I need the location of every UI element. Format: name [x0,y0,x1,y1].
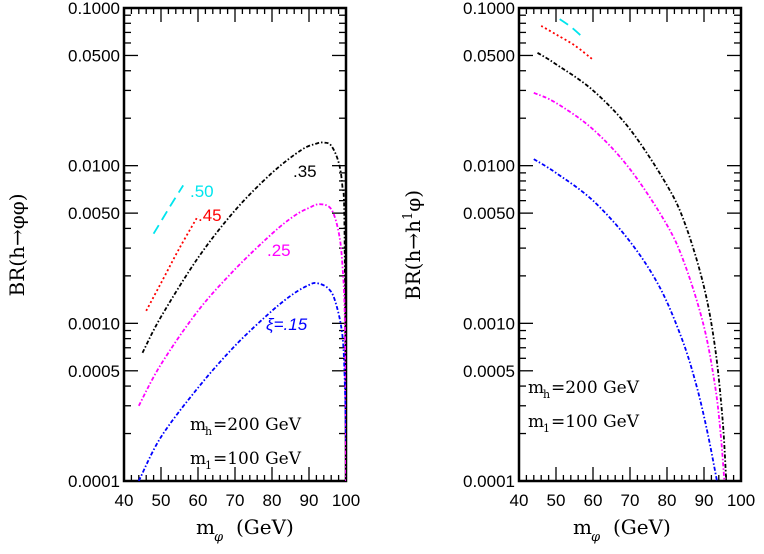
curve-xi-50 [559,18,583,38]
annot-rest: =200 GeV [551,378,640,398]
x-tick-label: 80 [263,491,282,510]
label-xi-50: .50 [190,182,214,201]
right-annotation-m1: m 1 =100 GeV [528,412,640,435]
ylabel-pre: BR(h→h [401,220,425,300]
annot-m: m [528,378,544,398]
y-tick-label: 0.0100 [68,157,120,176]
right-x-axis-title-main: m [573,515,592,539]
annot-sub: h [205,425,212,438]
y-tick-label: 0.0050 [68,204,120,223]
right-annotation-mh: m h =200 GeV [528,378,640,401]
left-plot-frame [122,6,348,483]
y-tick-label: 0.1000 [68,0,120,18]
x-tick-label: 40 [115,491,134,510]
x-tick-label: 90 [300,491,319,510]
y-tick-label: 0.0010 [68,314,120,333]
right-y-axis-title: BR(h→h1φ) [401,190,425,300]
x-tick-label: 40 [510,491,529,510]
x-tick-label: 50 [152,491,171,510]
curve-xi-45 [540,25,594,61]
curve-xi-25 [138,203,346,481]
left-annotation-m1: m 1 =100 GeV [190,449,302,472]
left-y-axis-title: BR(h→φφ) [5,193,29,296]
y-tick-label: 0.0500 [463,46,515,65]
x-tick-label: 70 [621,491,640,510]
x-tick-label: 80 [658,491,677,510]
y-tick-label: 0.0005 [463,362,515,381]
x-tick-label: 90 [695,491,714,510]
x-tick-label: 70 [226,491,245,510]
curve-xi-25 [533,91,726,481]
annot-m: m [190,449,206,469]
label-xi-15: ξ=.15 [266,315,308,334]
curve-xi-35 [141,141,346,481]
right-y-axis-title-text: BR(h→h1φ) [401,190,425,300]
y-tick-label: 0.0001 [68,472,120,491]
right-panel: 40 50 60 70 80 90 100 0.1000 0.0500 0.0100 0.0050 0… [463,0,755,510]
ylabel-post: φ) [401,190,425,212]
left-x-axis-title: m φ (GeV) [196,515,294,545]
y-tick-label: 0.0050 [463,204,515,223]
right-x-axis-title-unit: (GeV) [613,515,671,539]
label-xi-45: .45 [198,206,222,225]
right-x-axis-title-sub: φ [591,530,601,545]
left-x-axis-title-main: m [196,515,215,539]
annot-rest: =100 GeV [551,412,640,432]
curve-xi-15 [137,282,346,481]
x-tick-label: 60 [189,491,208,510]
left-panel: 40 50 60 70 80 90 100 0.1000 0.0500 0.0100 0.0050 0… [68,0,360,510]
y-tick-label: 0.0005 [68,362,120,381]
right-plot-frame [517,6,743,483]
left-x-axis-title-unit: (GeV) [236,515,294,539]
annot-m: m [528,412,544,432]
curve-xi-50 [152,184,184,235]
left-x-axis-title-sub: φ [214,530,224,545]
y-tick-label: 0.0100 [463,157,515,176]
left-annotation-mh: m h =200 GeV [190,415,302,438]
annot-m: m [190,415,206,435]
x-tick-label: 100 [332,491,360,510]
label-xi-35: .35 [293,162,317,181]
annot-sub: h [543,388,550,401]
curve-xi-45 [145,215,199,312]
y-tick-label: 0.0010 [463,314,515,333]
annot-rest: =200 GeV [213,415,302,435]
x-tick-label: 60 [584,491,603,510]
x-tick-label: 100 [727,491,755,510]
ylabel-sup: 1 [401,212,416,220]
label-xi-25: .25 [267,241,291,260]
curve-xi-35 [537,52,728,481]
y-tick-label: 0.1000 [463,0,515,18]
x-tick-label: 50 [547,491,566,510]
annot-sub: 1 [205,459,212,472]
y-tick-label: 0.0500 [68,46,120,65]
annot-rest: =100 GeV [213,449,302,469]
y-tick-label: 0.0001 [463,472,515,491]
curve-xi-15 [533,158,718,481]
annot-sub: 1 [543,422,550,435]
right-x-axis-title: m φ (GeV) [573,515,671,545]
